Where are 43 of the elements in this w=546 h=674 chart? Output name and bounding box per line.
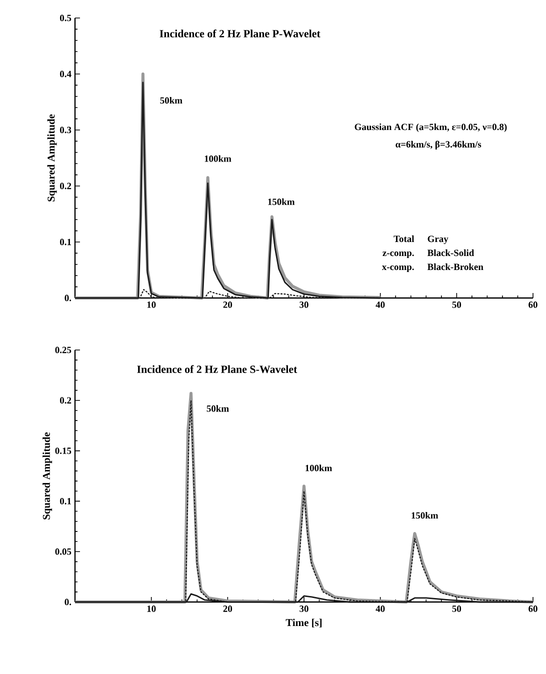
- x-tick-label: 20: [223, 302, 232, 308]
- x-tick-label: 50: [452, 606, 462, 612]
- text: Incidence of 2 Hz Plane S-Wavelet: [137, 365, 298, 374]
- x-tick-label: 60: [528, 302, 538, 308]
- y-axis-title: Squared Amplitude: [47, 114, 57, 202]
- annotation: Gaussian ACF (a=5km, ε=0.05, ν=0.8): [354, 123, 507, 132]
- y-tick-label: 0.2: [60, 182, 72, 190]
- y-axis-title: Squared Amplitude: [42, 432, 52, 520]
- annotation: 150km: [268, 198, 295, 206]
- x-tick-label: 60: [528, 606, 538, 612]
- x-tick-label: 30: [300, 606, 308, 612]
- annotation: Gray: [428, 236, 448, 244]
- x-tick-label: 20: [223, 606, 232, 612]
- y-tick-label: 0.05: [55, 548, 72, 555]
- annotation: 50km: [160, 96, 182, 104]
- y-tick-label: 0.25: [55, 346, 72, 354]
- annotation: Black-Broken: [427, 263, 484, 270]
- y-tick-label: 0.: [64, 598, 72, 606]
- x-tick-label: 50: [452, 302, 462, 308]
- y-tick-label: 0.15: [55, 448, 72, 454]
- y-tick-label: 0.5: [60, 14, 72, 22]
- y-tick-label: 0.1: [60, 498, 71, 504]
- annotation: Black-Solid: [427, 249, 474, 256]
- x-tick-label: 10: [147, 606, 156, 612]
- text: Incidence of 2 Hz Plane P-Wavelet: [160, 30, 320, 38]
- y-tick-label: 0.2: [60, 397, 72, 404]
- annotation: x-comp.: [382, 266, 414, 272]
- annotation: α=6km/s, β=3.46km/s: [396, 140, 482, 150]
- x-tick-label: 40: [376, 606, 385, 612]
- x-tick-label: 40: [376, 302, 385, 308]
- x-tick-label: 30: [300, 302, 308, 308]
- annotation: z-comp.: [382, 252, 414, 258]
- y-tick-label: 0.: [64, 294, 72, 302]
- y-tick-label: 0.4: [60, 70, 72, 78]
- x-tick-label: 10: [147, 302, 156, 308]
- annotation: 150km: [412, 512, 438, 519]
- annotation: 100km: [306, 464, 332, 472]
- y-tick-label: 0.3: [60, 126, 72, 134]
- annotation: 50km: [206, 405, 229, 412]
- annotation: Total: [394, 235, 414, 242]
- annotation: 100km: [204, 155, 232, 162]
- y-tick-label: 0.1: [60, 238, 71, 246]
- x-axis-title: Time [s]: [286, 618, 322, 628]
